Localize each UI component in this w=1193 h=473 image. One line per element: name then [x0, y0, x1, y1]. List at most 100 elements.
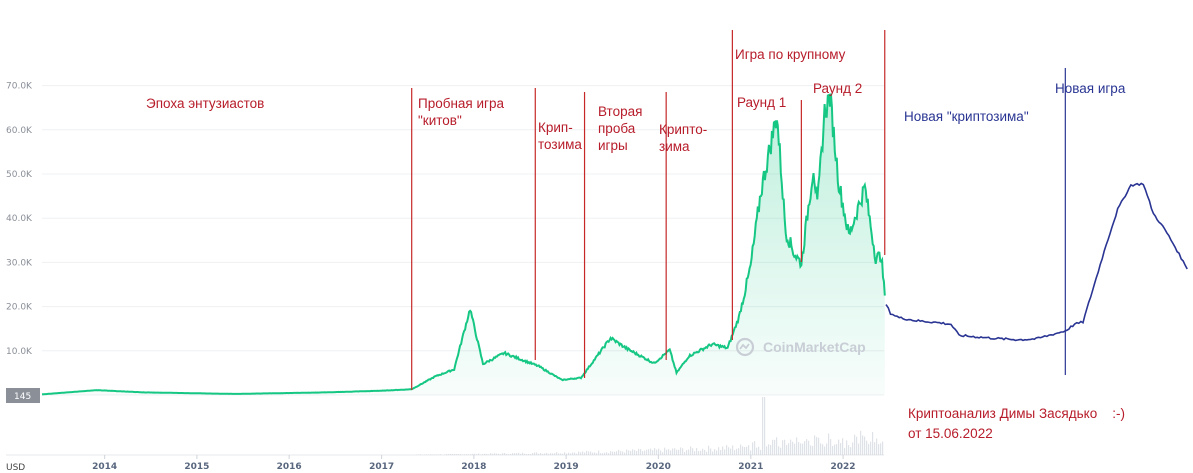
volume-bar [526, 454, 528, 455]
volume-bar [576, 453, 578, 455]
volume-bar [718, 447, 720, 455]
volume-bar [574, 452, 576, 455]
annotations: Эпоха энтузиастов Пробная игра "китов" Крип… [146, 47, 1126, 154]
volume-bar [572, 452, 574, 455]
volume-bar [728, 447, 730, 455]
volume-bar [734, 450, 736, 455]
volume-bar [678, 449, 680, 455]
volume-bar [510, 454, 512, 455]
volume-bar [700, 450, 702, 455]
volume-bar [870, 441, 872, 455]
volume-bar [748, 445, 750, 455]
volume-bar [872, 432, 874, 455]
volume-bar [810, 445, 812, 455]
volume-bar [794, 443, 796, 455]
volume-bar [494, 453, 496, 455]
volume-bar [590, 451, 592, 455]
volume-bar [512, 453, 514, 455]
volume-bar [776, 437, 778, 455]
volume-bar [562, 453, 564, 455]
era-label: Крип-тозима [538, 120, 582, 152]
volume-bar [696, 447, 698, 455]
volume-bar [782, 440, 784, 455]
volume-bar [670, 450, 672, 455]
volume-bar [866, 440, 868, 455]
volume-bar [584, 452, 586, 455]
volume-bar [568, 452, 570, 455]
volume-bar [714, 449, 716, 455]
era-label: Крипто-зима [659, 122, 707, 154]
volume-bar [542, 453, 544, 455]
volume-bar [440, 454, 442, 455]
era-label-line: зима [659, 139, 690, 154]
volume-bar [720, 450, 722, 455]
era-dividers [411, 30, 1066, 390]
volume-bar [492, 453, 494, 455]
era-label-line: Крипто- [659, 122, 707, 137]
forecast-label: Новая "криптозима" [904, 109, 1029, 124]
volume-bar [764, 397, 766, 455]
x-axis-ticks: 2014 2015 2016 2017 2018 2019 2020 2021 2022 [92, 455, 856, 472]
volume-bar [596, 453, 598, 455]
volume-bar [642, 451, 644, 455]
volume-bar [480, 454, 482, 455]
volume-bar [624, 452, 626, 455]
volume-bar [524, 453, 526, 455]
volume-bar [614, 451, 616, 455]
volume-bar [578, 451, 580, 455]
volume-bar [744, 447, 746, 455]
volume-bar [676, 449, 678, 455]
volume-bar [690, 446, 692, 455]
volume-bar [486, 453, 488, 455]
volume-bar [632, 449, 634, 455]
era-label: Вторая проба игры [598, 104, 642, 153]
volume-bar [564, 452, 566, 455]
volume-bar [640, 449, 642, 455]
volume-bar [746, 446, 748, 455]
volume-bar [842, 438, 844, 455]
volume-bar [790, 439, 792, 455]
volume-bar [760, 449, 762, 455]
volume-bar [552, 453, 554, 455]
current-price-badge-text: 145 [14, 392, 31, 402]
volume-bar [684, 451, 686, 455]
volume-bar [548, 453, 550, 455]
volume-bar [686, 450, 688, 455]
credit-line-1: Криптоанализ Димы Засядько :-) [908, 406, 1125, 421]
volume-bar [854, 434, 856, 455]
volume-bar [742, 446, 744, 455]
volume-bar [582, 451, 584, 455]
volume-bar [580, 452, 582, 455]
volume-bar [780, 447, 782, 455]
volume-bar [506, 453, 508, 455]
volume-bar [756, 447, 758, 455]
volume-bar [514, 453, 516, 455]
volume-bar [682, 448, 684, 455]
x-tick-label: 2020 [646, 462, 671, 472]
volume-bar [618, 449, 620, 455]
x-tick-label: 2019 [554, 462, 579, 472]
volume-bar [722, 446, 724, 455]
y-tick-label: 40.0K [6, 214, 33, 224]
volume-bar [628, 450, 630, 455]
current-price-badge: 145 [6, 388, 40, 403]
volume-bar [838, 439, 840, 455]
volume-bar [622, 451, 624, 455]
volume-bar [488, 454, 490, 455]
volume-bar [592, 452, 594, 455]
volume-bar [450, 453, 452, 455]
volume-bar [706, 451, 708, 455]
era-label-line: Эпоха энтузиастов [146, 96, 264, 111]
volume-bar [656, 449, 658, 455]
volume-bar [532, 453, 534, 455]
volume-bar [856, 436, 858, 455]
volume-bar [600, 453, 602, 455]
volume-bar [648, 449, 650, 455]
volume-bar [522, 452, 524, 455]
volume-bars [416, 397, 884, 455]
volume-bar [784, 439, 786, 455]
volume-bar [694, 451, 696, 455]
volume-bar [802, 443, 804, 455]
volume-bar [800, 443, 802, 455]
